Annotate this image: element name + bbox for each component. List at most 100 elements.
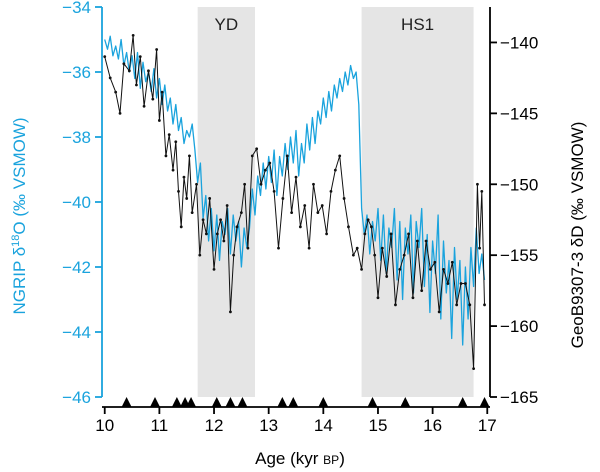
geob-point [370,225,373,229]
geob-series [103,33,486,371]
age-control-marker [318,397,329,407]
age-control-marker [121,397,132,407]
age-control-marker [150,397,161,407]
x-tick-label: 10 [95,416,114,435]
geob-point [303,204,307,207]
x-tick-label: 15 [369,416,388,435]
geob-point [347,225,350,229]
geob-point [402,253,406,257]
geob-point [411,296,415,300]
age-control-marker [211,397,222,407]
geob-point [250,154,254,158]
geob-point [268,161,272,165]
geob-point [437,310,441,314]
geob-point [429,267,432,271]
geob-point [239,211,243,215]
x-title-close: ) [339,449,345,468]
geob-point [157,119,161,122]
age-control-marker [186,397,197,407]
geob-point [420,289,424,293]
geob-point [201,218,205,222]
shaded-period-1 [361,7,474,397]
geob-point [360,267,363,271]
y-left-title-part2: O (‰ VSMOW) [10,117,29,234]
geob-point [442,267,445,271]
geob-point [294,175,298,179]
geob-point [277,246,280,250]
y-right-tick-label: −140 [500,33,538,52]
geob-point [131,33,135,37]
age-control-marker [367,397,378,407]
age-control-marker [277,397,288,407]
geob-point [127,69,131,73]
ngrip-line [104,35,486,346]
geob-point [472,367,476,371]
geob-point [355,246,359,250]
geob-point [208,197,212,200]
geob-point [333,168,337,172]
geob-point [219,218,222,222]
geob-point [468,303,472,307]
geob-point [215,232,219,236]
geob-point [122,62,126,66]
x-tick-label: 16 [423,416,442,435]
shaded-period-label-1: HS1 [401,15,434,34]
geob-point [415,239,419,243]
geob-point [138,55,142,59]
x-tick-label: 14 [314,416,333,435]
geob-point [204,232,208,236]
y-left-title-superscript: 18 [10,235,22,247]
geob-point [171,168,175,172]
y-right-axis-title: GeoB9307-3 δD (‰ VSMOW) [568,122,587,349]
geob-point [446,282,450,285]
geob-point [243,182,247,186]
geob-point [433,260,437,264]
age-control-marker [225,397,236,407]
geob-point [483,303,486,307]
geob-point [459,282,463,285]
geob-point [329,189,333,193]
geob-point [179,225,183,229]
geob-point [478,246,482,250]
x-tick-label: 17 [478,416,497,435]
y-left-tick-label: −44 [62,323,91,342]
geob-point [376,296,380,300]
y-left-tick-label: −42 [62,258,91,277]
geob-point [389,232,393,236]
geob-point [455,303,459,307]
geob-point [225,204,229,207]
geob-point [198,253,202,257]
ngrip-series [104,35,486,346]
geob-point [380,246,384,250]
geob-point [325,232,329,236]
geob-point [316,211,320,215]
geob-point [285,154,289,158]
geob-point [167,133,171,137]
geob-point [255,147,259,151]
geob-point [394,303,397,307]
geob-point [424,239,428,243]
geob-point [307,246,311,250]
age-control-marker [479,397,490,407]
geob-point [263,168,267,172]
y-left-tick-label: −34 [62,0,91,17]
geob-point [142,104,146,108]
geob-point [190,211,194,215]
geob-point [108,76,112,80]
geob-point [476,182,479,186]
geob-point [212,267,216,271]
geob-point [385,275,389,278]
y-left-tick-label: −46 [62,388,91,407]
geob-point [338,154,342,158]
geob-point [363,232,367,236]
geob-point [151,97,155,101]
geob-point [342,197,346,200]
y-right-tick-label: −165 [500,388,538,407]
y-left-title-part1: NGRIP δ [10,247,29,315]
geob-point [185,197,189,200]
geob-point [160,90,164,94]
x-title-main: Age (kyr [255,449,323,468]
geob-point [135,83,138,87]
geob-point [235,225,239,229]
